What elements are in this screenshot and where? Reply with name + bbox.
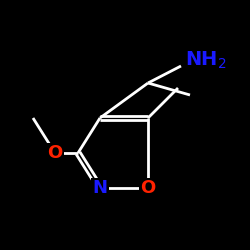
Text: O: O xyxy=(140,179,156,197)
Text: N: N xyxy=(92,179,108,197)
Text: NH$_2$: NH$_2$ xyxy=(185,49,226,71)
Text: O: O xyxy=(48,144,62,162)
